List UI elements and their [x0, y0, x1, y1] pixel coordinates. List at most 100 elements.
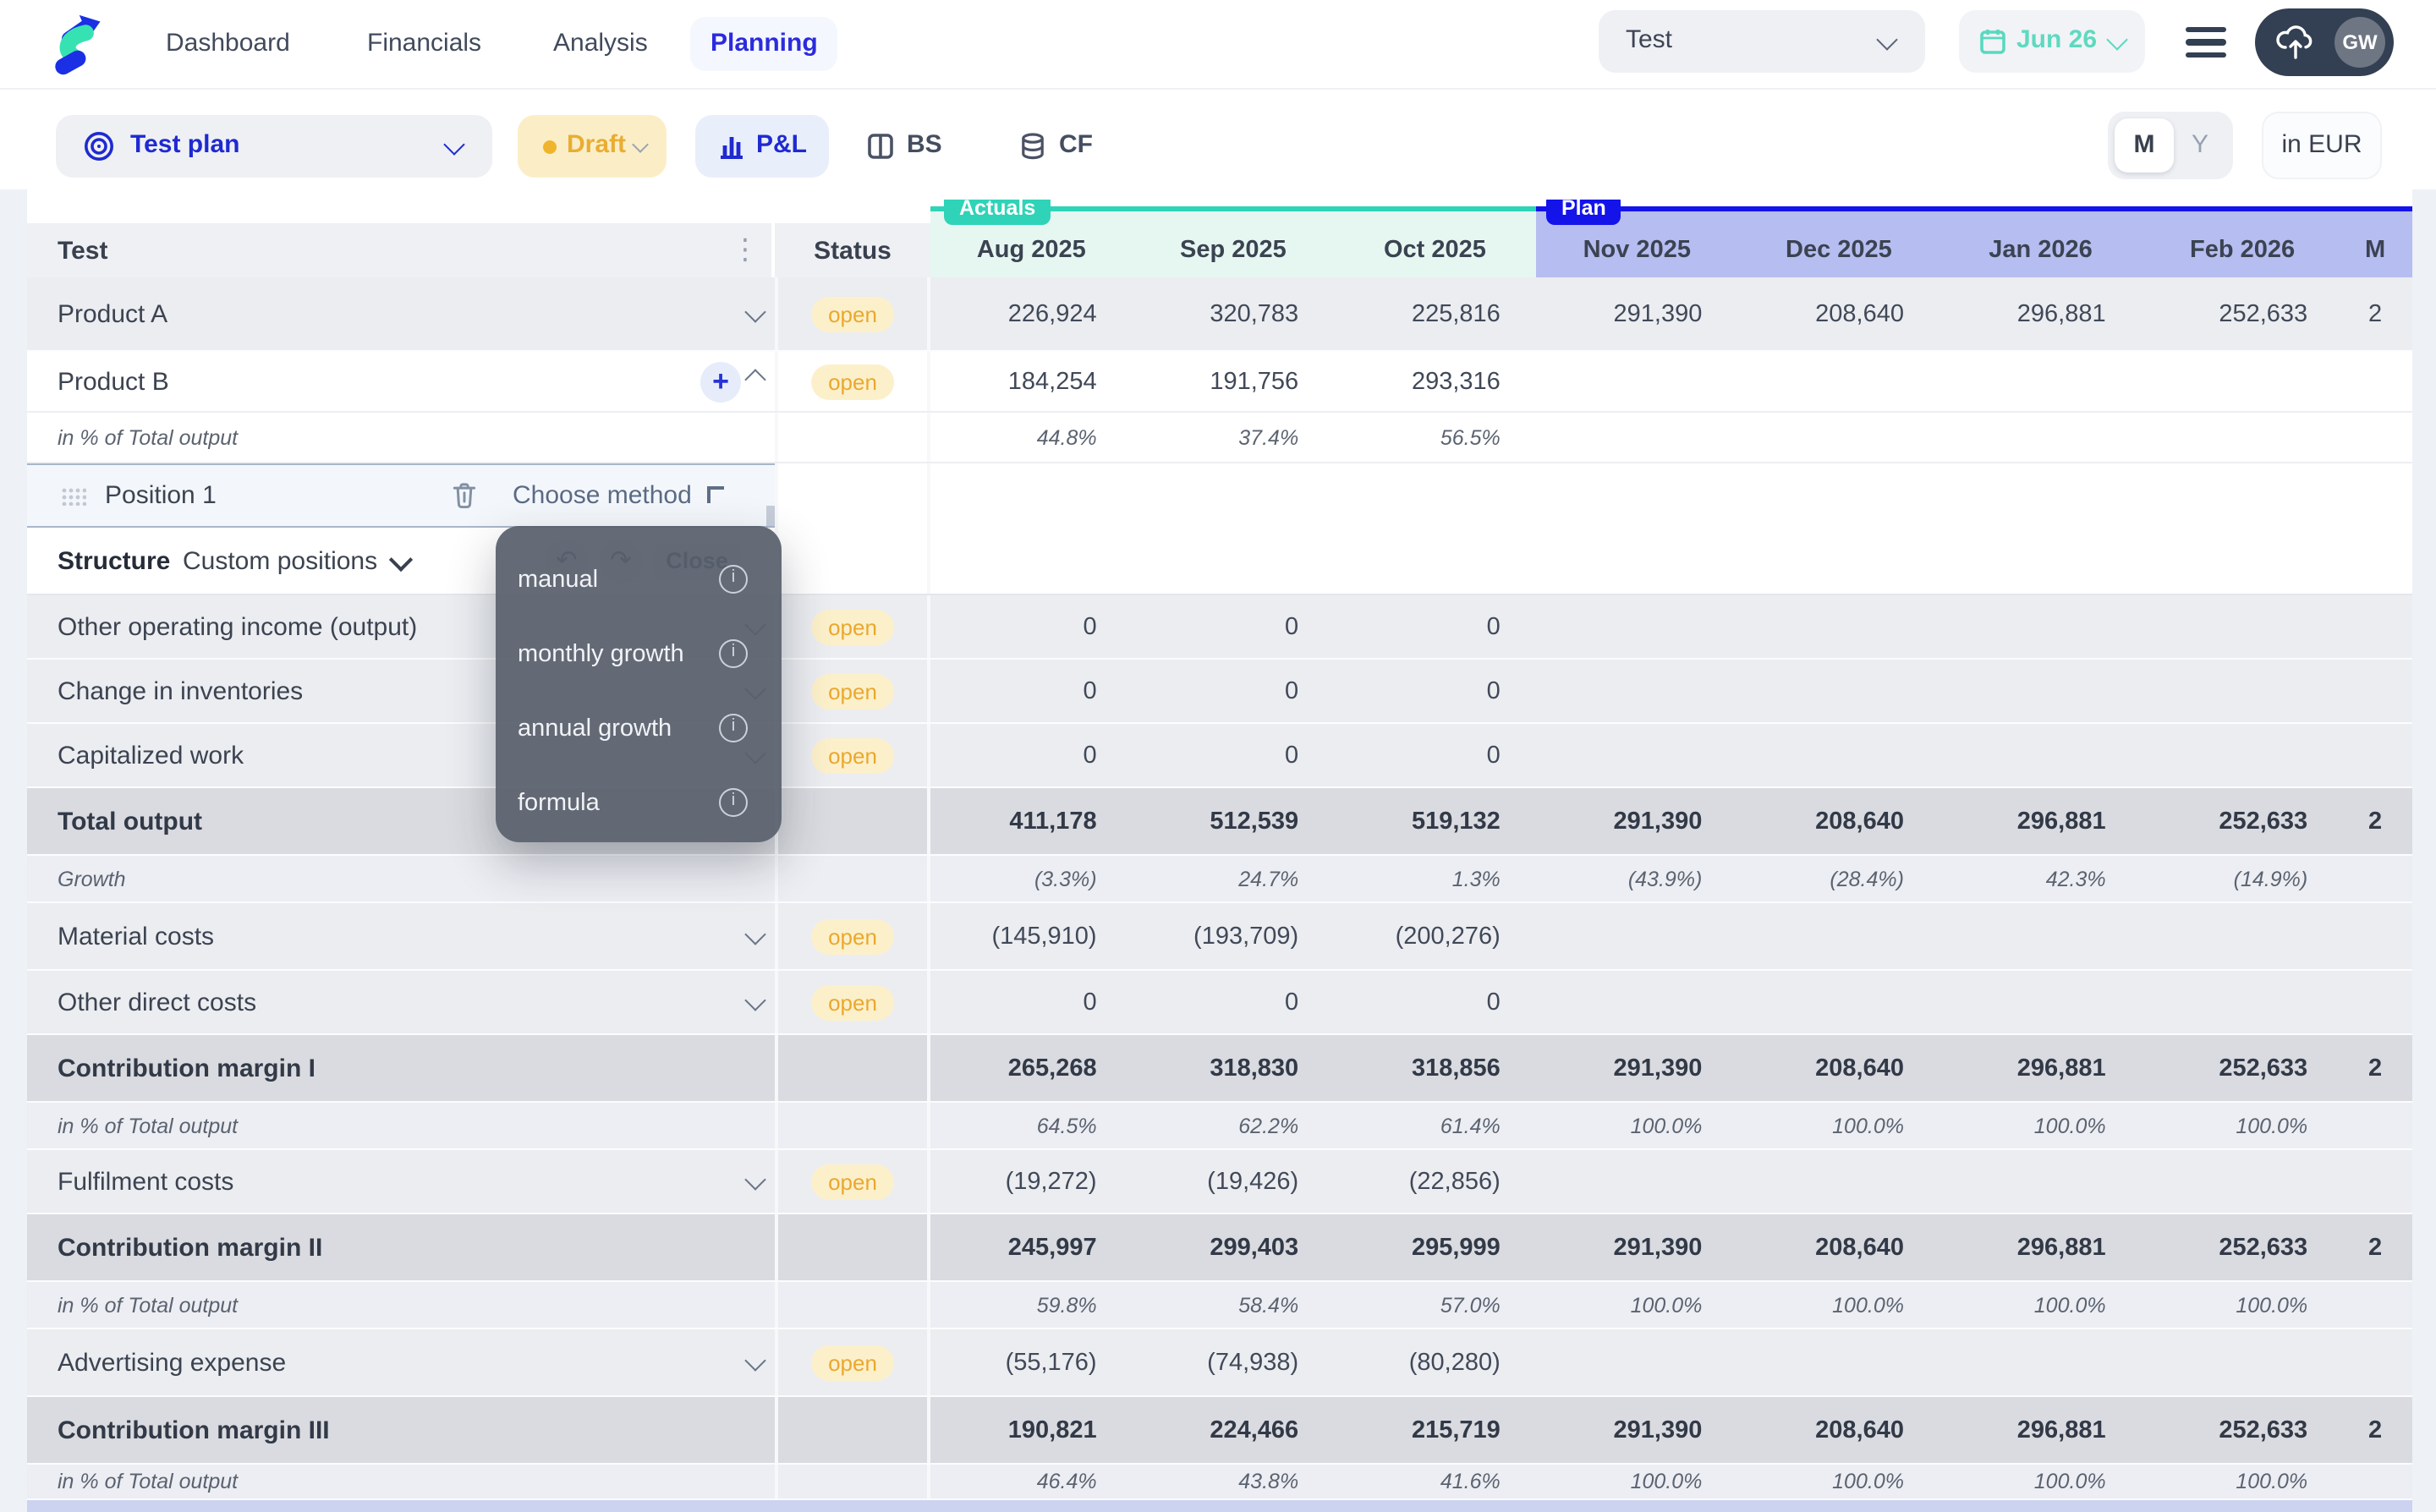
value-cell[interactable]: 0 — [930, 595, 1133, 658]
app-logo-icon[interactable] — [47, 14, 105, 78]
value-cell[interactable]: 41.6% — [1334, 1465, 1536, 1498]
value-cell[interactable]: 0 — [1133, 595, 1335, 658]
value-cell[interactable]: (145,910) — [930, 903, 1133, 969]
value-cell[interactable]: 0 — [930, 724, 1133, 786]
value-cell[interactable]: 61.4% — [1334, 1103, 1536, 1148]
chevron-down-icon[interactable] — [744, 989, 766, 1011]
status-badge[interactable]: open — [811, 1164, 894, 1199]
value-cell[interactable]: 0 — [1334, 660, 1536, 722]
value-cell[interactable]: 64.5% — [930, 1103, 1133, 1148]
add-position-button[interactable]: + — [700, 361, 741, 402]
status-badge[interactable]: open — [811, 609, 894, 644]
nav-item-analysis[interactable]: Analysis — [553, 29, 648, 58]
trash-icon[interactable] — [450, 480, 479, 511]
value-cell[interactable]: 1.3% — [1334, 856, 1536, 901]
status-badge[interactable]: open — [811, 737, 894, 773]
value-cell[interactable]: 295,999 — [1334, 1214, 1536, 1280]
currency-button[interactable]: in EUR — [2262, 112, 2382, 179]
value-cell[interactable]: 0 — [1133, 971, 1335, 1033]
value-cell[interactable]: (3.3%) — [930, 856, 1133, 901]
value-cell[interactable]: 59.8% — [930, 1282, 1133, 1328]
value-cell[interactable]: 0 — [1334, 971, 1536, 1033]
value-cell[interactable]: 100.0% — [1737, 1465, 1939, 1498]
period-year-button[interactable]: Y — [2191, 130, 2208, 159]
value-cell[interactable]: 58.4% — [1133, 1282, 1335, 1328]
value-cell[interactable]: 62.2% — [1133, 1103, 1335, 1148]
value-cell[interactable]: 224,466 — [1133, 1397, 1335, 1463]
avatar[interactable]: GW — [2334, 17, 2385, 68]
value-cell[interactable]: 293,316 — [1334, 352, 1536, 411]
status-badge[interactable]: open — [811, 918, 894, 954]
value-cell[interactable]: 100.0% — [1536, 1282, 1738, 1328]
value-cell[interactable]: (74,938) — [1133, 1329, 1335, 1395]
info-icon[interactable]: i — [719, 788, 748, 817]
value-cell[interactable]: 245,997 — [930, 1214, 1133, 1280]
status-badge[interactable]: open — [811, 673, 894, 709]
tab-cf[interactable]: CF — [1018, 115, 1096, 178]
value-cell[interactable]: (80,280) — [1334, 1329, 1536, 1395]
chevron-down-icon[interactable] — [744, 1349, 766, 1371]
value-cell[interactable]: 100.0% — [1939, 1282, 2142, 1328]
menu-item-annual-growth[interactable]: annual growth i — [496, 709, 782, 756]
value-cell[interactable]: 512,539 — [1133, 788, 1335, 854]
value-cell[interactable]: 100.0% — [1536, 1465, 1738, 1498]
value-cell[interactable]: 208,640 — [1737, 1397, 1939, 1463]
status-badge[interactable]: open — [811, 1345, 894, 1380]
info-icon[interactable]: i — [719, 565, 748, 594]
value-cell[interactable]: 100.0% — [1939, 1103, 2142, 1148]
chevron-down-icon[interactable] — [744, 1168, 766, 1190]
value-cell[interactable]: 226,924 — [930, 277, 1133, 350]
status-badge[interactable]: open — [811, 296, 894, 331]
value-cell[interactable]: 184,254 — [930, 352, 1133, 411]
value-cell[interactable]: 519,132 — [1334, 788, 1536, 854]
value-cell[interactable]: 208,640 — [1737, 1214, 1939, 1280]
workspace-select[interactable]: Test — [1599, 10, 1925, 73]
value-cell[interactable]: (55,176) — [930, 1329, 1133, 1395]
info-icon[interactable]: i — [719, 714, 748, 742]
value-cell[interactable]: 252,633 — [2142, 1214, 2344, 1280]
menu-item-manual[interactable]: manual i — [496, 560, 782, 607]
value-cell[interactable]: 252,633 — [2142, 1397, 2344, 1463]
menu-item-formula[interactable]: formula i — [496, 783, 782, 830]
drag-handle-icon[interactable] — [61, 487, 86, 506]
column-resize-handle[interactable] — [766, 506, 776, 526]
tab-bs[interactable]: BS — [866, 115, 944, 178]
value-cell[interactable]: 43.8% — [1133, 1465, 1335, 1498]
value-cell[interactable]: 411,178 — [930, 788, 1133, 854]
status-badge[interactable]: open — [811, 984, 894, 1020]
value-cell[interactable]: 0 — [930, 971, 1133, 1033]
tab-pl[interactable]: P&L — [695, 115, 829, 178]
value-cell[interactable]: 0 — [930, 660, 1133, 722]
value-cell[interactable]: (14.9%) — [2142, 856, 2344, 901]
value-cell[interactable]: 252,633 — [2142, 788, 2344, 854]
value-cell[interactable]: 291,390 — [1536, 277, 1738, 350]
menu-icon[interactable] — [2186, 27, 2226, 61]
value-cell[interactable]: 24.7% — [1133, 856, 1335, 901]
structure-value-select[interactable]: Custom positions — [183, 546, 378, 575]
horizontal-scrollbar[interactable] — [27, 1500, 2412, 1512]
value-cell[interactable]: 0 — [1133, 660, 1335, 722]
info-icon[interactable]: i — [719, 639, 748, 668]
plan-status-select[interactable]: Draft — [518, 115, 667, 178]
value-cell[interactable]: 56.5% — [1334, 413, 1536, 462]
value-cell[interactable]: 296,881 — [1939, 1035, 2142, 1101]
plan-select[interactable]: Test plan — [56, 115, 492, 178]
value-cell[interactable]: 0 — [1133, 724, 1335, 786]
value-cell[interactable]: 291,390 — [1536, 1397, 1738, 1463]
chevron-down-icon[interactable] — [744, 923, 766, 945]
value-cell[interactable]: (200,276) — [1334, 903, 1536, 969]
chevron-up-icon[interactable] — [744, 368, 766, 390]
value-cell[interactable]: 291,390 — [1536, 1035, 1738, 1101]
kebab-menu-icon[interactable]: ⋮ — [731, 233, 760, 266]
value-cell[interactable]: 57.0% — [1334, 1282, 1536, 1328]
value-cell[interactable]: 296,881 — [1939, 1397, 2142, 1463]
value-cell[interactable]: (193,709) — [1133, 903, 1335, 969]
period-toggle[interactable]: M Y — [2108, 112, 2233, 179]
value-cell[interactable]: 208,640 — [1737, 788, 1939, 854]
value-cell[interactable]: 296,881 — [1939, 788, 2142, 854]
nav-item-planning[interactable]: Planning — [690, 17, 838, 71]
value-cell[interactable]: 100.0% — [2142, 1103, 2344, 1148]
value-cell[interactable]: 0 — [1334, 595, 1536, 658]
value-cell[interactable]: 100.0% — [2142, 1282, 2344, 1328]
value-cell[interactable]: 252,633 — [2142, 1035, 2344, 1101]
